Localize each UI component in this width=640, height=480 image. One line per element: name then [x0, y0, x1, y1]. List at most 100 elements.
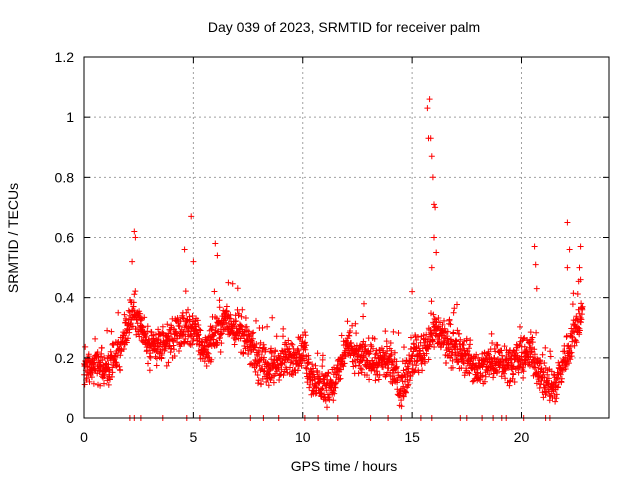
data-point — [287, 364, 293, 371]
data-point — [305, 359, 312, 366]
data-point — [505, 359, 512, 366]
data-point — [280, 333, 286, 340]
data-point — [532, 261, 539, 268]
data-point — [121, 311, 128, 318]
x-tick-label: 0 — [80, 429, 88, 445]
data-point — [156, 343, 163, 350]
data-point — [454, 301, 460, 308]
data-point — [412, 345, 419, 352]
data-point — [302, 346, 309, 353]
data-point — [435, 315, 442, 321]
data-point — [250, 329, 257, 336]
data-point — [309, 361, 316, 368]
data-point — [489, 340, 496, 346]
data-point — [457, 336, 464, 343]
data-point — [398, 397, 405, 404]
data-point — [387, 340, 394, 346]
data-point — [520, 368, 527, 375]
data-point — [164, 321, 171, 328]
data-point — [319, 385, 326, 392]
data-point — [509, 363, 516, 370]
data-point — [84, 363, 91, 370]
data-point — [326, 396, 333, 403]
data-point — [98, 344, 105, 351]
data-point — [367, 348, 374, 355]
data-point — [252, 368, 259, 375]
data-point — [543, 389, 550, 396]
data-point — [486, 371, 493, 378]
data-point — [131, 228, 138, 235]
data-point — [197, 327, 204, 334]
data-point — [117, 352, 124, 359]
data-point — [529, 339, 536, 346]
data-point — [171, 346, 177, 353]
data-point — [322, 397, 329, 404]
data-point — [92, 335, 99, 342]
data-point — [481, 378, 488, 385]
data-point — [569, 301, 576, 308]
data-point — [502, 375, 509, 382]
data-point — [381, 354, 388, 361]
data-point — [114, 341, 121, 348]
data-point — [212, 240, 219, 247]
data-point — [274, 368, 280, 375]
data-point — [253, 317, 259, 324]
data-point — [188, 213, 195, 220]
data-point — [185, 306, 191, 313]
data-point — [415, 334, 421, 340]
data-point — [195, 331, 202, 338]
data-point — [531, 243, 538, 250]
data-point — [542, 344, 549, 351]
data-point — [448, 352, 455, 359]
data-point — [541, 374, 548, 381]
data-point — [268, 345, 274, 352]
data-point — [97, 382, 104, 389]
data-point — [216, 304, 223, 311]
data-point — [464, 348, 471, 354]
data-point — [323, 387, 330, 394]
data-point — [360, 338, 367, 345]
y-tick-label: 1.2 — [55, 49, 75, 65]
data-point — [579, 303, 586, 310]
data-point — [312, 380, 319, 387]
data-point — [81, 381, 88, 388]
data-point — [428, 298, 435, 305]
data-point — [265, 361, 272, 368]
data-point — [188, 324, 195, 331]
data-point — [112, 353, 118, 360]
data-point — [540, 394, 547, 401]
data-point — [547, 353, 554, 360]
data-point — [165, 359, 172, 366]
data-point — [494, 341, 501, 348]
y-tick-label: 0.6 — [55, 230, 75, 246]
data-point — [366, 376, 373, 383]
data-point — [94, 349, 101, 356]
data-point — [375, 376, 382, 383]
data-point — [531, 346, 538, 353]
data-point — [577, 243, 584, 250]
y-tick-label: 0 — [66, 410, 74, 426]
data-point — [122, 336, 129, 343]
data-point — [218, 331, 225, 337]
data-point — [526, 362, 533, 369]
data-point — [261, 354, 267, 361]
chart-title: Day 039 of 2023, SRMTID for receiver pal… — [208, 19, 480, 35]
data-point — [289, 341, 296, 348]
data-point — [393, 358, 400, 365]
data-point — [430, 311, 437, 318]
data-point — [136, 308, 143, 315]
data-point — [123, 317, 130, 324]
data-point — [325, 370, 332, 377]
data-point — [120, 346, 127, 352]
data-point — [176, 323, 183, 330]
data-point — [105, 381, 112, 388]
data-point — [441, 317, 447, 324]
data-point — [466, 370, 473, 377]
data-point — [211, 288, 218, 295]
data-point — [573, 313, 580, 320]
data-point — [443, 360, 450, 366]
data-point — [527, 353, 534, 360]
data-point — [86, 378, 93, 385]
data-point — [454, 327, 461, 334]
data-point — [268, 356, 275, 363]
